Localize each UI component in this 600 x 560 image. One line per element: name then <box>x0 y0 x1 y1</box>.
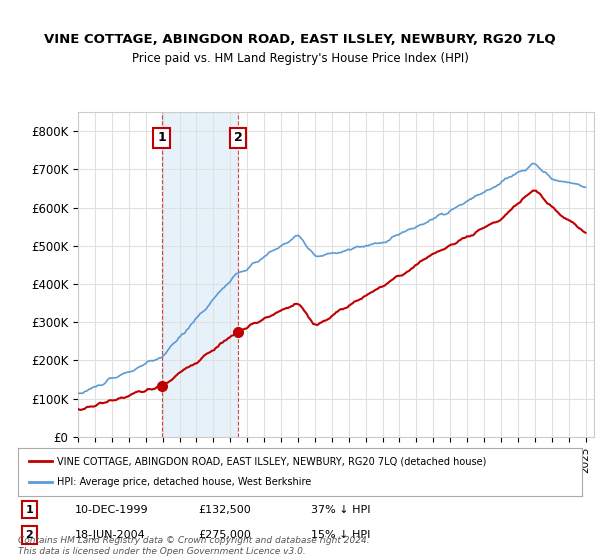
Text: 2: 2 <box>233 132 242 144</box>
Text: 37% ↓ HPI: 37% ↓ HPI <box>311 505 371 515</box>
Text: Price paid vs. HM Land Registry's House Price Index (HPI): Price paid vs. HM Land Registry's House … <box>131 52 469 66</box>
Text: 15% ↓ HPI: 15% ↓ HPI <box>311 530 371 540</box>
Text: 1: 1 <box>25 505 33 515</box>
Text: £132,500: £132,500 <box>199 505 251 515</box>
Text: £275,000: £275,000 <box>199 530 251 540</box>
Text: 10-DEC-1999: 10-DEC-1999 <box>74 505 148 515</box>
Text: Contains HM Land Registry data © Crown copyright and database right 2024.
This d: Contains HM Land Registry data © Crown c… <box>18 536 370 556</box>
Text: 2: 2 <box>25 530 33 540</box>
Text: 1: 1 <box>157 132 166 144</box>
Text: VINE COTTAGE, ABINGDON ROAD, EAST ILSLEY, NEWBURY, RG20 7LQ (detached house): VINE COTTAGE, ABINGDON ROAD, EAST ILSLEY… <box>58 456 487 466</box>
Text: 18-JUN-2004: 18-JUN-2004 <box>74 530 145 540</box>
Text: HPI: Average price, detached house, West Berkshire: HPI: Average price, detached house, West… <box>58 477 312 487</box>
Text: VINE COTTAGE, ABINGDON ROAD, EAST ILSLEY, NEWBURY, RG20 7LQ: VINE COTTAGE, ABINGDON ROAD, EAST ILSLEY… <box>44 32 556 46</box>
